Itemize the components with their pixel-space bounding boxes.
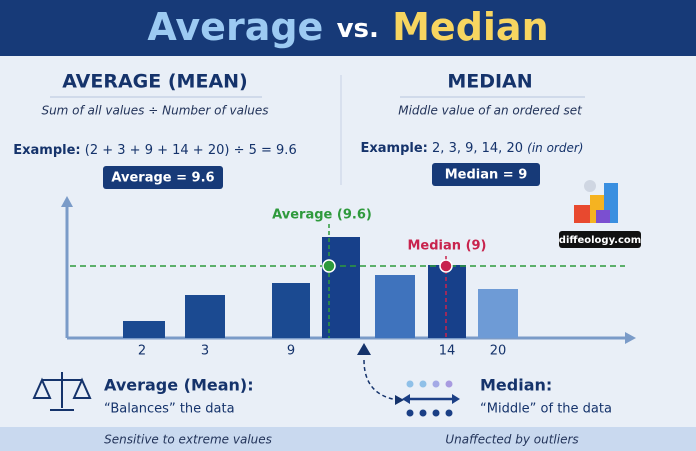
average-description: “Balances” the data — [104, 402, 235, 417]
average-result-box — [103, 166, 223, 189]
median-result: Median = 9 — [445, 168, 528, 183]
pointer-curve — [363, 359, 399, 401]
x-label: 9 — [287, 344, 295, 359]
bar — [322, 237, 360, 338]
average-note: Sensitive to extreme values — [104, 433, 272, 447]
header-band — [0, 0, 696, 56]
scale-icon — [32, 372, 92, 411]
pointer — [357, 343, 371, 355]
average-label: Average (9.6) — [272, 208, 372, 223]
average-result: Average = 9.6 — [111, 171, 214, 186]
title-median: Median — [392, 5, 549, 49]
x-label: 20 — [490, 344, 507, 359]
median-title: Median: — [480, 376, 552, 395]
logo-text: diffeology.com — [559, 235, 641, 246]
example-text: 2, 3, 9, 14, 20 — [432, 141, 523, 156]
title-vs: vs. — [337, 14, 379, 44]
median-description: “Middle” of the data — [480, 402, 612, 417]
median-definition: Middle value of an ordered set — [398, 104, 583, 118]
pointer-arrow — [395, 395, 404, 405]
average-point — [322, 259, 336, 273]
median-icon — [402, 380, 460, 417]
footer-band — [0, 427, 696, 451]
title-average: Average — [147, 5, 323, 49]
bar — [123, 321, 165, 338]
logo-icon — [574, 180, 618, 223]
example-note: (in order) — [527, 141, 583, 155]
example-label: Example: — [361, 141, 428, 156]
average-definition: Sum of all values ÷ Number of values — [41, 104, 268, 118]
x-label: 2 — [138, 344, 146, 359]
bar — [185, 295, 225, 338]
axis-arrow — [61, 196, 73, 207]
x-label: 3 — [201, 344, 209, 359]
median-result-box — [432, 163, 540, 186]
bar — [375, 275, 415, 338]
title: Average vs. Median — [147, 5, 548, 49]
bar — [478, 289, 518, 338]
median-note: Unaffected by outliers — [445, 433, 578, 447]
median-example: Example: 2, 3, 9, 14, 20 (in order) — [361, 141, 584, 156]
x-label: 14 — [439, 344, 456, 359]
axis-arrow — [625, 332, 636, 344]
median-point — [439, 259, 453, 273]
chart: Average (9.6) Median (9) 2 3 9 14 20 — [61, 196, 636, 405]
example-text: (2 + 3 + 9 + 14 + 20) ÷ 5 = 9.6 — [85, 143, 297, 158]
example-label: Example: — [13, 143, 80, 158]
median-heading: MEDIAN — [447, 71, 532, 93]
median-label: Median (9) — [408, 239, 487, 254]
logo-box — [559, 231, 641, 248]
average-example: Example: (2 + 3 + 9 + 14 + 20) ÷ 5 = 9.6 — [13, 143, 296, 158]
average-heading: AVERAGE (MEAN) — [62, 71, 247, 93]
bar — [272, 283, 310, 338]
average-title: Average (Mean): — [104, 376, 254, 395]
bar — [428, 265, 466, 338]
